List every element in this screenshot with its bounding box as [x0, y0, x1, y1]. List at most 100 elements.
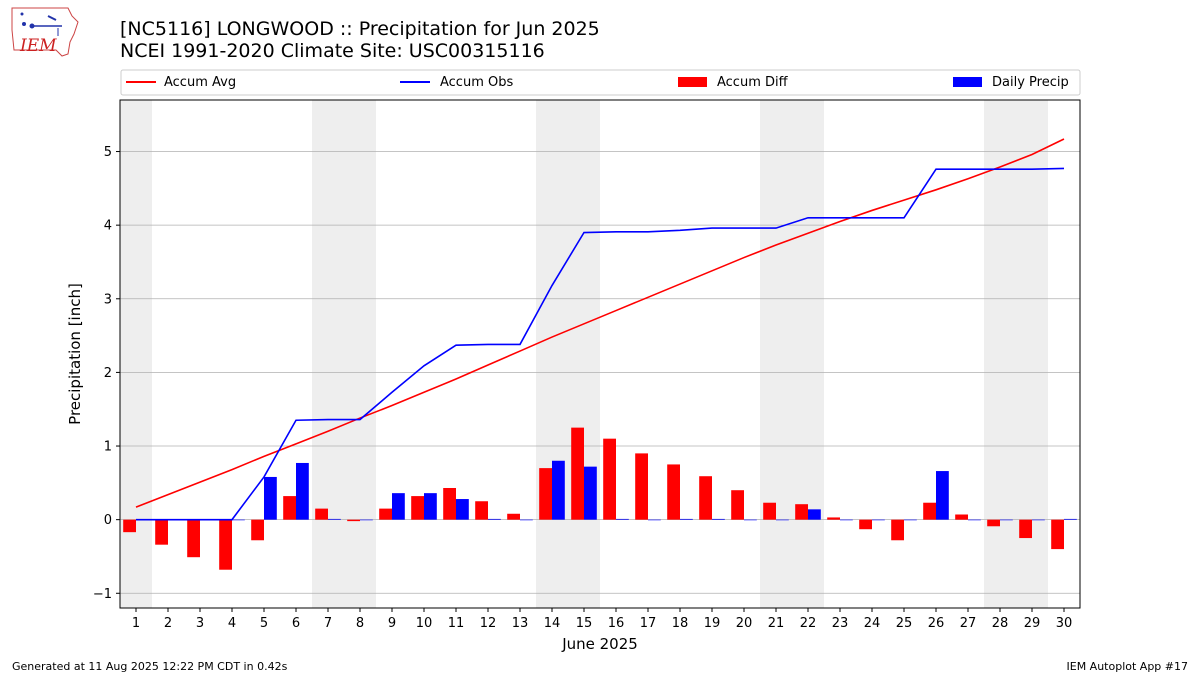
daily-bar — [616, 518, 629, 520]
daily-bar — [456, 499, 469, 520]
x-tick-label: 2 — [164, 616, 172, 631]
diff-bar — [475, 501, 488, 520]
x-tick-label: 19 — [704, 616, 721, 631]
iowa-outline-icon — [11, 7, 79, 57]
diff-bar — [283, 496, 296, 520]
diff-bar — [827, 517, 840, 520]
y-tick-label: −1 — [93, 587, 112, 602]
daily-bar — [296, 462, 309, 520]
diff-bar — [923, 502, 936, 520]
x-tick-label: 29 — [1024, 616, 1041, 631]
weekend-band — [760, 100, 824, 608]
daily-bar — [1032, 519, 1045, 521]
daily-bar — [936, 471, 949, 520]
x-tick-label: 1 — [132, 616, 140, 631]
diff-bar — [507, 513, 520, 520]
x-tick-label: 5 — [260, 616, 268, 631]
daily-bar — [712, 518, 725, 520]
daily-bar — [360, 519, 373, 521]
diff-bar — [859, 519, 872, 530]
plot-frame — [119, 99, 1081, 609]
x-tick-label: 14 — [544, 616, 561, 631]
x-tick-label: 18 — [672, 616, 689, 631]
daily-bar — [584, 466, 597, 520]
diff-bar — [635, 453, 648, 520]
daily-bar — [904, 519, 917, 521]
daily-bar — [648, 519, 661, 521]
diff-bar — [891, 519, 904, 541]
legend-obs-label: Accum Obs — [440, 75, 513, 90]
daily-bar — [776, 519, 789, 521]
chart-title-line2: NCEI 1991-2020 Climate Site: USC00315116 — [120, 40, 545, 62]
legend: Accum Avg Accum Obs Accum Diff Daily Pre… — [120, 69, 1081, 96]
diff-bar — [539, 468, 552, 520]
diff-bar — [443, 487, 456, 520]
y-tick-label: 4 — [104, 219, 112, 234]
y-tick-label: 5 — [104, 145, 112, 160]
x-tick-label: 20 — [736, 616, 753, 631]
accum-obs-line — [136, 167, 1065, 521]
x-tick-label: 24 — [864, 616, 881, 631]
daily-bar — [744, 519, 757, 521]
daily-bar — [520, 519, 533, 521]
x-tick-label: 30 — [1056, 616, 1073, 631]
bars — [123, 427, 1077, 570]
x-ticks: 1 2 3 4 5 6 7 8 9 10 11 12 13 14 15 16 17 18 19 20 21 22 23 24 2… — [132, 608, 1072, 631]
diff-bar — [795, 504, 808, 520]
x-tick-label: 17 — [640, 616, 657, 631]
weekend-band — [536, 100, 600, 608]
diff-bar — [315, 508, 328, 520]
daily-bar — [680, 518, 693, 520]
x-tick-label: 4 — [228, 616, 236, 631]
legend-daily-swatch — [953, 77, 982, 87]
x-tick-label: 11 — [448, 616, 465, 631]
y-tick-label: 1 — [104, 440, 112, 455]
diff-bar — [379, 508, 392, 520]
x-tick-label: 15 — [576, 616, 593, 631]
daily-bar — [1000, 519, 1013, 521]
x-tick-label: 25 — [896, 616, 913, 631]
accum-avg-line — [135, 138, 1065, 508]
x-axis-label: June 2025 — [561, 635, 638, 653]
x-tick-label: 9 — [388, 616, 396, 631]
diff-bar — [731, 490, 744, 520]
x-tick-label: 13 — [512, 616, 529, 631]
x-tick-label: 21 — [768, 616, 785, 631]
diff-bar — [1019, 519, 1032, 539]
diff-bar — [571, 427, 584, 520]
x-tick-label: 7 — [324, 616, 332, 631]
x-tick-label: 3 — [196, 616, 204, 631]
legend-frame — [120, 69, 1081, 96]
daily-bar — [968, 519, 981, 521]
weather-station-icon — [20, 12, 62, 36]
diff-bar — [347, 519, 360, 522]
x-tick-label: 16 — [608, 616, 625, 631]
daily-bar — [424, 493, 437, 520]
diff-bar — [251, 519, 264, 541]
daily-bar — [808, 509, 821, 520]
diff-bar — [987, 519, 1000, 527]
legend-avg-label: Accum Avg — [164, 75, 236, 90]
footer-generated: Generated at 11 Aug 2025 12:22 PM CDT in… — [12, 660, 288, 673]
diff-bar — [411, 496, 424, 520]
diff-bar — [955, 514, 968, 520]
logo-text: IEM — [19, 36, 57, 56]
gridlines — [120, 151, 1080, 594]
y-tick-label: 2 — [104, 366, 112, 381]
x-tick-label: 27 — [960, 616, 977, 631]
y-tick-label: 0 — [104, 513, 112, 528]
daily-bar — [392, 493, 405, 520]
chart-title-line1: [NC5116] LONGWOOD :: Precipitation for J… — [120, 18, 600, 40]
x-tick-label: 26 — [928, 616, 945, 631]
legend-daily-label: Daily Precip — [992, 75, 1069, 90]
legend-diff-label: Accum Diff — [717, 75, 789, 90]
daily-bar — [552, 460, 565, 520]
weekend-band — [312, 100, 376, 608]
y-axis-label: Precipitation [inch] — [66, 283, 84, 425]
daily-bar — [1064, 518, 1077, 520]
x-tick-label: 12 — [480, 616, 497, 631]
diff-bar — [763, 502, 776, 520]
diff-bar — [219, 519, 232, 570]
daily-bar — [232, 519, 245, 521]
